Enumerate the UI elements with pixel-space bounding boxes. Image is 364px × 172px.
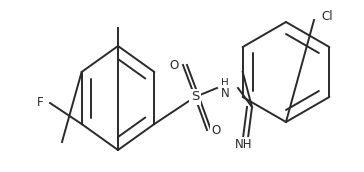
Text: H: H (221, 78, 229, 88)
Text: F: F (37, 96, 43, 110)
Text: O: O (169, 58, 179, 72)
Text: N: N (221, 87, 229, 99)
Text: O: O (211, 123, 221, 137)
Text: Cl: Cl (321, 9, 333, 23)
Text: S: S (191, 90, 199, 104)
Text: NH: NH (235, 138, 253, 152)
